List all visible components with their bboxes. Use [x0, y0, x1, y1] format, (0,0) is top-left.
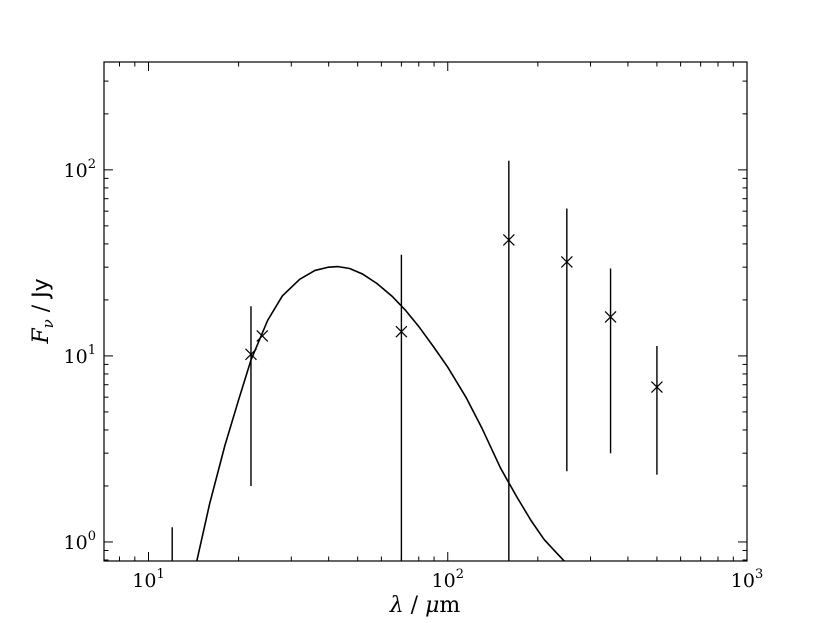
x-tick-label: 103 — [731, 567, 763, 592]
x-axis-label: λ / μm — [389, 593, 461, 618]
data-point-marker — [604, 311, 617, 323]
y-tick-label: 100 — [64, 529, 96, 554]
marker-stroke — [256, 330, 269, 342]
y-tick-label: 102 — [64, 157, 96, 182]
marker-stroke — [395, 325, 408, 338]
plot-frame — [103, 61, 748, 562]
x-tick-label: 102 — [432, 567, 464, 592]
model-curve-line — [196, 265, 565, 561]
axis-ticks — [104, 62, 748, 561]
data-point-marker — [560, 256, 573, 268]
data-point-marker — [256, 330, 269, 342]
marker-stroke — [650, 381, 663, 393]
data-point-marker — [395, 325, 408, 338]
tick-labels: 101 102 103 100 101 102 — [64, 157, 764, 592]
chart-marks — [171, 160, 663, 561]
y-tick-label: 101 — [64, 343, 96, 368]
data-point-marker — [502, 234, 515, 246]
data-point-marker — [650, 381, 663, 393]
x-tick-label: 101 — [132, 567, 164, 592]
y-axis-label: Fν / Jy — [29, 278, 57, 344]
marker-stroke — [604, 311, 617, 323]
marker-stroke — [560, 256, 573, 268]
marker-stroke — [502, 234, 515, 246]
